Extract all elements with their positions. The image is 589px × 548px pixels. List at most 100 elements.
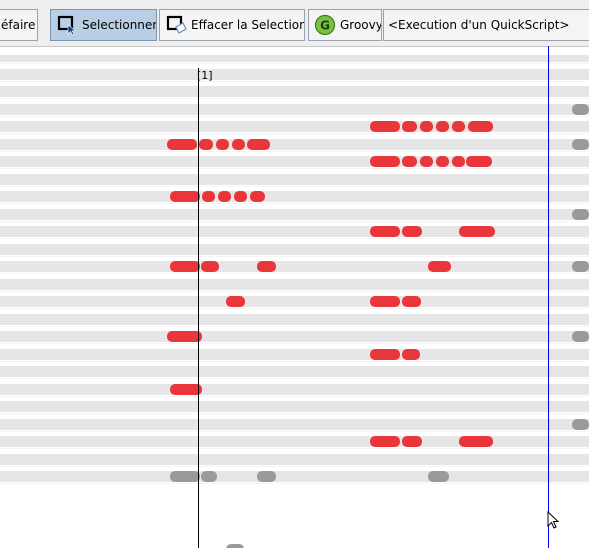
clear-selection-button-label: Effacer la Selection xyxy=(191,18,305,32)
note-block[interactable] xyxy=(436,121,449,132)
note-block[interactable] xyxy=(216,139,229,150)
note-block[interactable] xyxy=(226,296,245,307)
note-block[interactable] xyxy=(459,436,493,447)
groovy-button-label: Groovy xyxy=(340,18,382,32)
note-block[interactable] xyxy=(257,261,276,272)
sequencer-lane[interactable] xyxy=(0,191,589,202)
note-block[interactable] xyxy=(170,384,202,395)
note-block[interactable] xyxy=(167,139,197,150)
sequencer-lane[interactable] xyxy=(0,419,589,430)
note-block[interactable] xyxy=(370,436,400,447)
sequencer-lane[interactable] xyxy=(0,314,589,325)
note-block[interactable] xyxy=(452,121,465,132)
quickscript-dropdown[interactable]: <Execution d'un QuickScript> xyxy=(383,9,589,41)
note-block-muted[interactable] xyxy=(572,331,589,342)
note-block-muted[interactable] xyxy=(226,544,244,548)
sequencer-lane[interactable] xyxy=(0,69,589,80)
playhead-line[interactable] xyxy=(198,68,199,548)
sequencer-lane[interactable] xyxy=(0,279,589,290)
note-block[interactable] xyxy=(420,121,433,132)
lane-separator xyxy=(0,291,589,292)
sequencer-lane[interactable] xyxy=(0,121,589,132)
sequencer-lane[interactable] xyxy=(0,454,589,465)
lane-separator xyxy=(0,361,589,362)
lane-separator xyxy=(0,378,589,379)
sequencer-lane[interactable] xyxy=(0,436,589,447)
lane-separator xyxy=(0,133,589,134)
sequencer-grid[interactable] xyxy=(0,55,589,548)
note-block[interactable] xyxy=(218,191,231,202)
note-block-muted[interactable] xyxy=(572,419,589,430)
sequencer-lane[interactable] xyxy=(0,156,589,167)
note-block[interactable] xyxy=(232,139,245,150)
note-block[interactable] xyxy=(402,436,422,447)
note-block-muted[interactable] xyxy=(170,471,200,482)
sequencer-lane[interactable] xyxy=(0,261,589,272)
note-block[interactable] xyxy=(247,139,270,150)
note-block-muted[interactable] xyxy=(572,139,589,150)
note-block[interactable] xyxy=(402,121,417,132)
lane-separator xyxy=(0,186,589,187)
note-block[interactable] xyxy=(202,191,215,202)
note-block[interactable] xyxy=(201,261,219,272)
sequencer-lane[interactable] xyxy=(0,226,589,237)
sequencer-lane[interactable] xyxy=(0,104,589,115)
end-marker-line[interactable] xyxy=(548,46,549,548)
lane-separator xyxy=(0,81,589,82)
lane-separator xyxy=(0,466,589,467)
lane-separator xyxy=(0,326,589,327)
sequencer-lane[interactable] xyxy=(0,209,589,220)
note-block-muted[interactable] xyxy=(201,471,217,482)
sequencer-lane[interactable] xyxy=(0,55,589,62)
note-block[interactable] xyxy=(250,191,265,202)
note-block[interactable] xyxy=(402,156,417,167)
sequencer-lane[interactable] xyxy=(0,349,589,360)
note-block[interactable] xyxy=(402,296,421,307)
note-block[interactable] xyxy=(420,156,433,167)
note-block[interactable] xyxy=(466,156,492,167)
note-block[interactable] xyxy=(468,121,493,132)
sequencer-lane[interactable] xyxy=(0,139,589,150)
lane-separator xyxy=(0,168,589,169)
note-block[interactable] xyxy=(459,226,495,237)
note-block[interactable] xyxy=(452,156,465,167)
note-block[interactable] xyxy=(167,331,202,342)
note-block[interactable] xyxy=(402,226,422,237)
sequencer-lane[interactable] xyxy=(0,331,589,342)
sequencer-lane[interactable] xyxy=(0,366,589,377)
select-tool-icon xyxy=(57,15,77,36)
sequencer-lane[interactable] xyxy=(0,471,589,482)
sequencer-lane[interactable] xyxy=(0,244,589,255)
note-block-muted[interactable] xyxy=(572,261,589,272)
undo-button[interactable]: éfaire xyxy=(0,9,38,41)
note-block[interactable] xyxy=(370,121,400,132)
lane-separator xyxy=(0,308,589,309)
sequencer-lane[interactable] xyxy=(0,174,589,185)
clear-selection-button[interactable]: Effacer la Selection xyxy=(159,9,305,41)
note-block[interactable] xyxy=(370,349,400,360)
note-block[interactable] xyxy=(199,139,213,150)
quickscript-dropdown-label: <Execution d'un QuickScript> xyxy=(388,18,570,32)
note-block[interactable] xyxy=(428,261,451,272)
lane-separator xyxy=(0,273,589,274)
note-block[interactable] xyxy=(170,261,200,272)
sequencer-lane[interactable] xyxy=(0,401,589,412)
note-block-muted[interactable] xyxy=(572,104,589,115)
note-block[interactable] xyxy=(370,156,400,167)
note-block[interactable] xyxy=(402,349,420,360)
svg-text:G: G xyxy=(320,19,330,33)
sequencer-lane[interactable] xyxy=(0,86,589,97)
note-block[interactable] xyxy=(234,191,247,202)
groovy-button[interactable]: G Groovy xyxy=(308,9,382,41)
note-block-muted[interactable] xyxy=(572,209,589,220)
select-button[interactable]: Selectionner xyxy=(50,9,157,41)
note-block[interactable] xyxy=(370,226,400,237)
note-block[interactable] xyxy=(170,191,200,202)
note-block[interactable] xyxy=(370,296,400,307)
lane-separator xyxy=(0,483,589,484)
note-block[interactable] xyxy=(436,156,449,167)
note-block-muted[interactable] xyxy=(257,471,276,482)
note-block-muted[interactable] xyxy=(428,471,449,482)
sequencer-lane[interactable] xyxy=(0,296,589,307)
sequencer-lane[interactable] xyxy=(0,384,589,395)
